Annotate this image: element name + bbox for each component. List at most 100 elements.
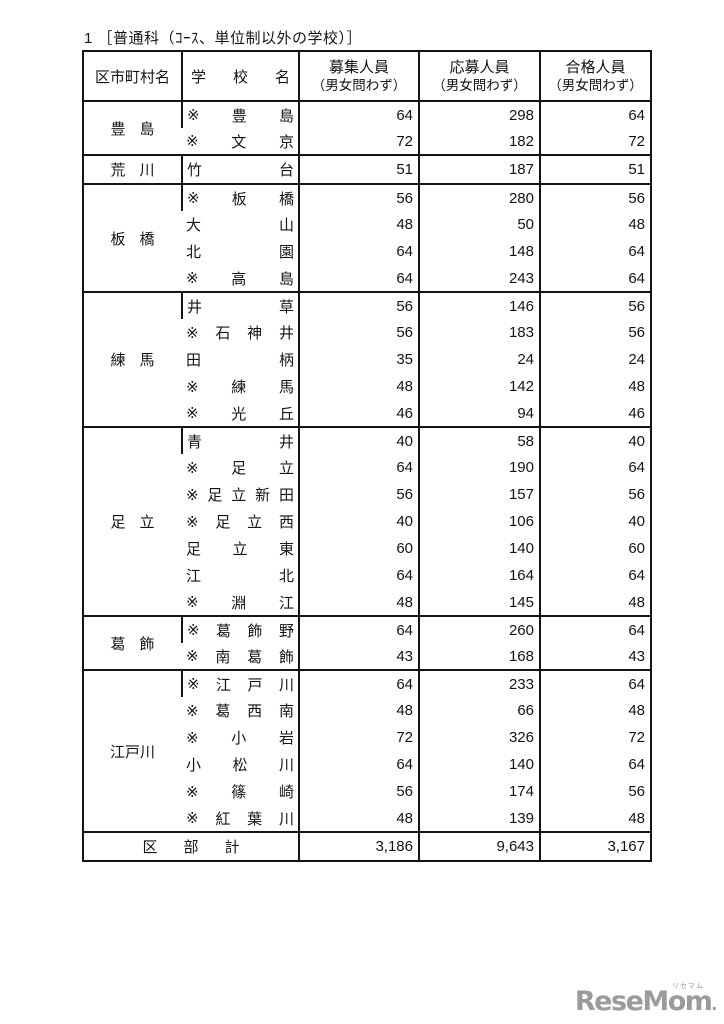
passed-cell: 48 bbox=[539, 805, 651, 832]
school-row: ※ 紅葉川 48 139 48 bbox=[83, 805, 651, 832]
recruit-cell: 46 bbox=[298, 400, 419, 427]
combined-school-mark: ※ bbox=[187, 107, 200, 124]
school-name-cell: ※ 葛西南 bbox=[182, 697, 299, 724]
school-name-char: 戸 bbox=[247, 676, 263, 694]
total-row: 区 部 計 3,186 9,643 3,167 bbox=[83, 831, 651, 861]
applicants-cell: 140 bbox=[418, 535, 540, 562]
school-name-cell: 竹台 bbox=[181, 154, 299, 184]
combined-school-mark: ※ bbox=[186, 783, 199, 801]
school-row: ※ 篠崎 56 174 56 bbox=[83, 778, 651, 805]
header-school-char: 名 bbox=[274, 68, 290, 86]
district-group: 板橋 ※ 板橋 56 280 56 大山 48 50 48 北園 64 148 64 ※ 高島 64 243 64 bbox=[83, 183, 651, 292]
passed-cell: 56 bbox=[539, 778, 651, 805]
recruit-cell: 43 bbox=[298, 643, 419, 670]
school-name-cell: ※ 練 馬 bbox=[182, 373, 299, 400]
school-name-char: 高 bbox=[231, 270, 247, 288]
recruit-cell: 56 bbox=[298, 778, 419, 805]
school-name-char: 西 bbox=[247, 703, 263, 720]
district-name-char: 足 bbox=[110, 514, 126, 531]
school-name-char: 光 bbox=[231, 405, 247, 423]
total-label-char: 区 bbox=[142, 839, 158, 856]
table-footer: 区 部 計 3,186 9,643 3,167 bbox=[83, 831, 651, 861]
school-name-char: 葛 bbox=[215, 703, 231, 720]
school-row: ※ 石神井 56 183 56 bbox=[83, 319, 651, 346]
school-name-char: 田 bbox=[186, 352, 202, 369]
recruit-cell: 48 bbox=[298, 589, 419, 616]
school-name-char: 葉 bbox=[247, 810, 263, 828]
recruit-cell: 64 bbox=[298, 100, 419, 128]
applicants-cell: 174 bbox=[418, 778, 540, 805]
school-name-char: 大 bbox=[186, 217, 202, 234]
district-name-char: 葛 bbox=[110, 635, 126, 653]
passed-cell: 56 bbox=[539, 291, 651, 319]
passed-cell: 64 bbox=[539, 562, 651, 589]
recruit-cell: 64 bbox=[298, 454, 419, 481]
passed-cell: 56 bbox=[539, 319, 651, 346]
total-recruit-cell: 3,186 bbox=[298, 831, 419, 861]
school-name-cell: ※ 江戸川 bbox=[181, 669, 299, 697]
applicants-cell: 298 bbox=[418, 100, 540, 128]
table-header: 区市町村名 学 校 名 募集人員 （男女問わず） 応募人員 （男女問わず） bbox=[83, 51, 651, 102]
school-row: ※ 高島 64 243 64 bbox=[83, 265, 651, 292]
school-name-cell: ※ 紅葉川 bbox=[182, 805, 299, 832]
total-label-cell: 区 部 計 bbox=[83, 831, 299, 861]
district-group: 荒川竹台 51 187 51 bbox=[83, 154, 651, 184]
school-row: ※ 文京 72 182 72 bbox=[83, 128, 651, 155]
applicants-cell: 140 bbox=[418, 751, 540, 778]
school-name-char: 井 bbox=[187, 298, 203, 316]
school-row: 足立東 60 140 60 bbox=[83, 535, 651, 562]
applicants-cell: 164 bbox=[418, 562, 540, 589]
school-name-char: 足 bbox=[207, 487, 223, 504]
school-name-cell: ※ 淵 江 bbox=[182, 589, 299, 616]
applicants-cell: 94 bbox=[418, 400, 540, 427]
school-name-char: 園 bbox=[278, 244, 294, 261]
passed-cell: 48 bbox=[539, 697, 651, 724]
section-title: 1 ［普通科（ｺｰｽ、単位制以外の学校）］ bbox=[84, 30, 363, 47]
school-row: 江戸川 ※ 江戸川 64 233 64 bbox=[83, 669, 651, 832]
logo-period: . bbox=[711, 993, 717, 1015]
recruit-cell: 48 bbox=[298, 211, 419, 238]
school-row: 板橋 ※ 板橋 56 280 56 bbox=[83, 183, 651, 292]
district-name-char: 板 bbox=[110, 230, 126, 248]
recruit-cell: 56 bbox=[298, 183, 419, 211]
recruit-cell: 64 bbox=[298, 265, 419, 292]
school-name-char: 川 bbox=[278, 676, 294, 694]
recruit-cell: 48 bbox=[298, 697, 419, 724]
school-name-char: 井 bbox=[278, 325, 294, 342]
applicants-cell: 139 bbox=[418, 805, 540, 832]
district-name-cell: 荒川 bbox=[83, 154, 182, 184]
school-row: ※ 小岩 72 326 72 bbox=[83, 724, 651, 751]
school-row: 大山 48 50 48 bbox=[83, 211, 651, 238]
recruit-cell: 72 bbox=[298, 724, 419, 751]
school-name-char: 川 bbox=[278, 757, 294, 774]
passed-cell: 48 bbox=[539, 373, 651, 400]
school-row: 足立青井 40 58 40 bbox=[83, 426, 651, 616]
header-school-char: 校 bbox=[232, 68, 248, 86]
school-row: 江北 64 164 64 bbox=[83, 562, 651, 589]
school-name-char: 葛 bbox=[216, 622, 232, 640]
school-name-char: 橋 bbox=[278, 190, 294, 208]
school-name-char: 島 bbox=[278, 107, 294, 125]
recruit-cell: 56 bbox=[298, 319, 419, 346]
header-school-char: 学 bbox=[191, 68, 207, 86]
combined-school-mark: ※ bbox=[186, 378, 199, 396]
applicants-cell: 187 bbox=[418, 154, 540, 184]
combined-school-mark: ※ bbox=[186, 324, 199, 342]
logo-ruby-text: リセマム bbox=[672, 983, 704, 990]
school-name-char: 飾 bbox=[247, 622, 263, 640]
district-name-char: 豊 bbox=[110, 120, 126, 138]
school-name-cell: ※ 足立新田 bbox=[182, 481, 299, 508]
district-group: 葛飾 ※ 葛飾野 64 260 64 ※ 南葛飾 43 168 43 bbox=[83, 615, 651, 670]
header-district: 区市町村名 bbox=[83, 51, 182, 102]
recruit-cell: 64 bbox=[298, 238, 419, 265]
combined-school-mark: ※ bbox=[186, 486, 199, 504]
total-label-char: 計 bbox=[224, 839, 240, 856]
school-name-char: 神 bbox=[247, 325, 263, 342]
combined-school-mark: ※ bbox=[186, 648, 199, 665]
applicants-cell: 243 bbox=[418, 265, 540, 292]
passed-cell: 51 bbox=[539, 154, 651, 184]
district-name-char: 島 bbox=[139, 120, 155, 138]
header-recruit: 募集人員 （男女問わず） bbox=[298, 51, 419, 102]
header-row: 区市町村名 学 校 名 募集人員 （男女問わず） 応募人員 （男女問わず） bbox=[83, 51, 651, 102]
